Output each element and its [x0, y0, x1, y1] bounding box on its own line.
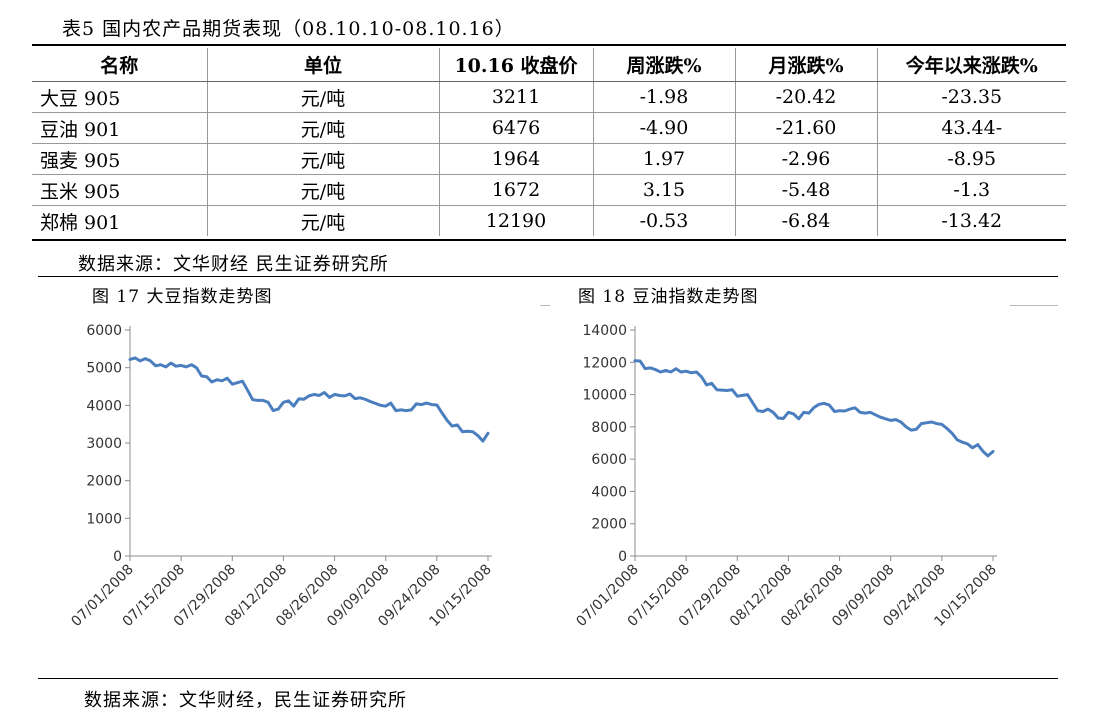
cell-monthly-change: -2.96: [734, 143, 877, 175]
index-series-line: [128, 356, 490, 443]
table-bottom-rule: [32, 239, 1066, 241]
y-tick-label: 2000: [86, 474, 122, 490]
y-tick-label: 0: [113, 549, 122, 565]
cell-weekly-change: -4.90: [592, 112, 735, 144]
header-unit: 单位: [206, 48, 439, 82]
cell-name: 郑棉 901: [40, 211, 121, 234]
y-tick-label: 1000: [86, 511, 122, 527]
cell-name: 强麦 905: [32, 143, 207, 175]
table-top-rule: [32, 44, 1066, 46]
header-name: 名称: [32, 48, 207, 82]
cell-unit: 元/吨: [206, 112, 439, 144]
table-row: 豆油 901 元/吨 6476 -4.90 -21.60 43.44-: [32, 112, 1066, 144]
y-tick-label: 10000: [582, 388, 627, 404]
cell-weekly-change: -0.53: [592, 205, 735, 236]
futures-table: 名称 单位 10.16 收盘价 周涨跌% 月涨跌% 今年以来涨跌% 大豆 905…: [32, 48, 1066, 236]
y-tick-label: 4000: [86, 398, 122, 414]
cell-ytd-change: -23.35: [876, 81, 1066, 113]
y-tick-label: 3000: [86, 436, 122, 452]
y-tick-label: 2000: [591, 517, 627, 533]
cell-weekly-change: 1.97: [592, 143, 735, 175]
header-close-price: 10.16 收盘价: [438, 48, 593, 82]
cell-ytd-change: -8.95: [876, 143, 1066, 175]
y-tick-label: 12000: [582, 355, 627, 371]
table-source-note: 数据来源：文华财经 民生证券研究所: [78, 254, 389, 275]
cell-close-price: 1672: [438, 174, 593, 206]
cell-ytd-change: -1.3: [876, 174, 1066, 206]
cell-unit: 元/吨: [206, 174, 439, 206]
header-ytd-change: 今年以来涨跌%: [876, 48, 1066, 82]
cell-weekly-change: 3.15: [592, 174, 735, 206]
cell-monthly-change: -21.60: [734, 112, 877, 144]
y-tick-label: 6000: [591, 452, 627, 468]
header-weekly-change: 周涨跌%: [592, 48, 735, 82]
table-header-row: 名称 单位 10.16 收盘价 周涨跌% 月涨跌% 今年以来涨跌%: [32, 48, 1066, 82]
cell-name: 豆油 901: [32, 112, 207, 144]
footer-divider: [38, 678, 1058, 679]
y-tick-label: 14000: [582, 323, 627, 339]
table-row: 玉米 905 元/吨 1672 3.15 -5.48 -1.3: [32, 174, 1066, 206]
cell-ytd-change: -13.42: [876, 205, 1066, 236]
figure-18-rule: [1010, 305, 1058, 306]
soybean-oil-index-chart: 0200040006000800010000120001400007/01/20…: [573, 323, 999, 630]
soybean-index-chart: 010002000300040005000600007/01/200807/15…: [68, 323, 494, 630]
table-row: 大豆 905 元/吨 3211 -1.98 -20.42 -23.35: [32, 81, 1066, 113]
cell-monthly-change: -6.84: [734, 205, 877, 236]
chart-source-note: 数据来源：文华财经，民生证券研究所: [84, 690, 407, 711]
figure-18-title: 图 18 豆油指数走势图: [578, 287, 759, 307]
cell-monthly-change: -20.42: [734, 81, 877, 113]
cell-name: 大豆 905: [32, 81, 207, 113]
y-tick-label: 5000: [86, 361, 122, 377]
y-tick-label: 6000: [86, 323, 122, 339]
cell-monthly-change: -5.48: [734, 174, 877, 206]
cell-weekly-change: -1.98: [592, 81, 735, 113]
y-tick-label: 8000: [591, 420, 627, 436]
table-title: 表5 国内农产品期货表现（08.10.10-08.10.16）: [62, 18, 515, 40]
index-series-line: [633, 359, 995, 458]
cell-close-price: 12190: [438, 205, 593, 236]
cell-unit: 元/吨: [206, 81, 439, 113]
cell-close-price: 6476: [438, 112, 593, 144]
cell-name: 玉米 905: [32, 174, 207, 206]
y-tick-label: 4000: [591, 484, 627, 500]
table-row: 郑棉 901 元/吨 12190 -0.53 -6.84 -13.42: [32, 205, 1066, 236]
table-row: 强麦 905 元/吨 1964 1.97 -2.96 -8.95: [32, 143, 1066, 175]
header-monthly-change: 月涨跌%: [734, 48, 877, 82]
cell-close-price: 1964: [438, 143, 593, 175]
cell-unit: 元/吨: [206, 143, 439, 175]
section-divider: [38, 276, 1058, 277]
cell-unit: 元/吨: [206, 205, 439, 236]
y-tick-label: 0: [618, 549, 627, 565]
figure-17-rule: [540, 305, 550, 306]
cell-ytd-change: 43.44-: [876, 112, 1066, 144]
cell-close-price: 3211: [438, 81, 593, 113]
figure-17-title: 图 17 大豆指数走势图: [92, 287, 273, 307]
